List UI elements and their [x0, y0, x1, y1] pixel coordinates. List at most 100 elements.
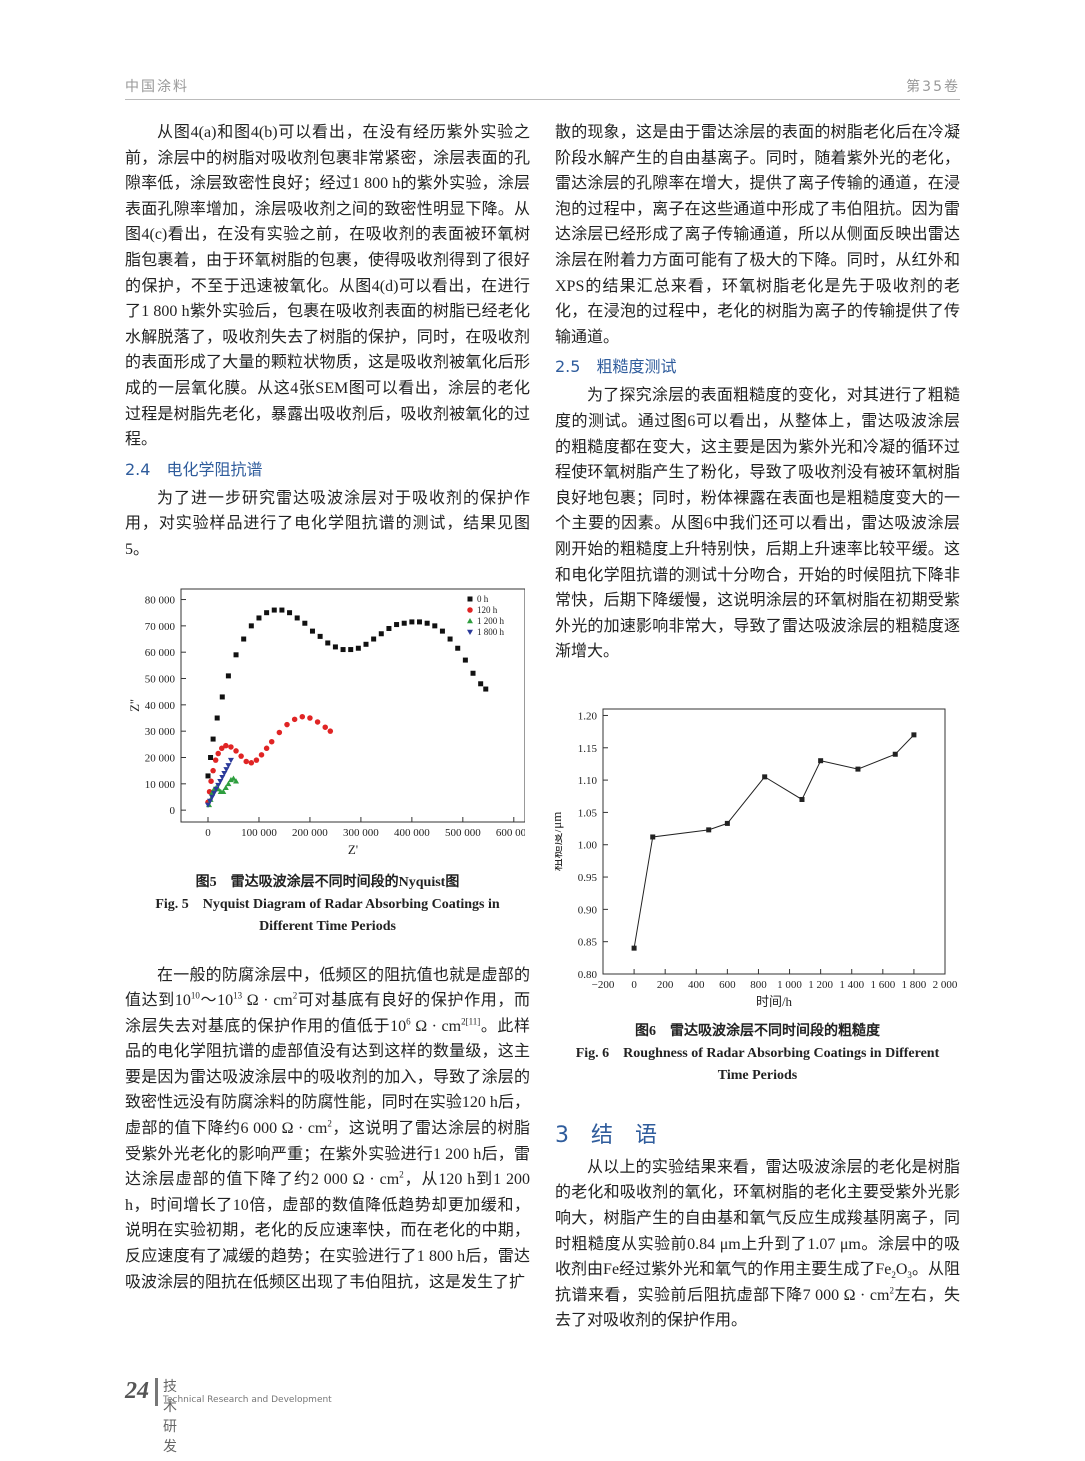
data-point	[215, 782, 222, 788]
y-tick-label: 10 000	[145, 778, 176, 790]
data-point	[799, 796, 805, 802]
data-point	[210, 736, 216, 742]
data-point	[317, 633, 323, 639]
x-tick-label: 400 000	[394, 827, 430, 839]
data-point	[348, 646, 354, 652]
x-tick-label: 300 000	[343, 827, 379, 839]
superscript: 2	[327, 1118, 332, 1129]
section-heading: 2.4 电化学阻抗谱	[125, 459, 263, 479]
chart: −200 0 200 400 600 800 1 000 1 200 1 400 1 600 1 8…	[555, 708, 958, 1009]
data-point	[215, 750, 221, 756]
data-point	[455, 645, 461, 651]
y-tick-label: 30 000	[145, 726, 176, 738]
x-tick-label: 500 000	[445, 827, 481, 839]
paragraph: 从图4(a)和图4(b)可以看出，在没有经历紫外实验之前，涂层中的树脂对吸收剂包…	[125, 120, 530, 453]
data-point	[268, 738, 275, 744]
x-tick-label: 1 400	[839, 979, 864, 991]
data-point	[470, 670, 476, 676]
data-point	[205, 802, 212, 808]
text-run: 从图4(a)和图4(b)可以看出，在没有经历紫外实验之前，涂层中的树脂对吸收剂包…	[125, 124, 530, 449]
data-point	[211, 790, 218, 796]
paragraph: 在一般的防腐涂层中，低频区的阻抗值也就是虚部的值达到1010～1013 Ω · …	[125, 963, 530, 1296]
y-tick-label: 70 000	[145, 620, 176, 632]
data-point	[263, 745, 270, 751]
x-tick-label: 200 000	[292, 827, 328, 839]
subscript: 3	[907, 1270, 912, 1281]
subscript: 2	[891, 1270, 896, 1281]
text-run: Ω · cm	[242, 992, 293, 1010]
superscript: 10	[190, 990, 200, 1001]
data-point	[222, 784, 229, 790]
data-point	[205, 772, 211, 778]
data-point	[325, 639, 331, 645]
data-point	[207, 798, 214, 804]
data-point	[818, 758, 824, 764]
data-point	[219, 745, 225, 751]
x-tick-label: 0	[631, 979, 637, 991]
legend-marker	[467, 629, 473, 635]
data-point	[248, 759, 255, 766]
x-tick-label: 400	[688, 979, 705, 991]
data-point	[233, 777, 240, 783]
data-point	[220, 788, 227, 794]
data-point	[424, 620, 430, 626]
caption-en: Fig. 6 Roughness of Radar Absorbing Coat…	[575, 1045, 940, 1083]
x-tick-label: 1 600	[870, 979, 895, 991]
text-run: 为了探究涂层的表面粗糙度的变化，对其进行了粗糙度的测试。通过图6可以看出，从整体…	[555, 387, 960, 661]
data-point	[706, 827, 712, 833]
data-point	[225, 780, 232, 786]
x-tick-label: 600 000	[496, 827, 525, 839]
data-point	[355, 645, 361, 651]
figure: −200 0 200 400 600 800 1 000 1 200 1 400 1 600 1 8…	[555, 699, 960, 1087]
superscript: 6	[406, 1016, 411, 1027]
paragraph: 为了探究涂层的表面粗糙度的变化，对其进行了粗糙度的测试。通过图6可以看出，从整体…	[555, 383, 960, 665]
x-tick-label: 0	[205, 827, 211, 839]
data-point	[227, 776, 234, 782]
data-point	[327, 727, 334, 734]
figure: 0 100 000 200 000 300 000 400 000 500 000 600 …	[125, 585, 530, 938]
data-point	[213, 786, 220, 792]
data-point	[432, 622, 438, 628]
data-point	[417, 618, 423, 624]
text-run: 从以上的实验结果来看，雷达吸波涂层的老化是树脂的老化和吸收剂的氧化，环氧树脂的老…	[555, 1158, 960, 1279]
data-point	[762, 774, 768, 780]
data-point	[233, 651, 239, 657]
paragraph: 散的现象，这是由于雷达涂层的表面的树脂老化后在冷凝阶段水解产生的自由基离子。同时…	[555, 120, 960, 350]
data-point	[258, 751, 265, 758]
data-point	[332, 643, 338, 649]
data-point	[284, 721, 290, 727]
x-tick-label: 100 000	[241, 827, 277, 839]
data-point	[223, 766, 230, 772]
data-point	[314, 718, 321, 725]
data-point	[212, 756, 219, 763]
data-point	[208, 754, 214, 760]
data-point	[307, 714, 313, 721]
section-en: Technical Research and Development	[163, 1395, 332, 1405]
x-axis-label: Z'	[348, 842, 358, 857]
data-point	[221, 770, 228, 776]
left-column: 从图4(a)和图4(b)可以看出，在没有经历紫外实验之前，涂层中的树脂对吸收剂包…	[125, 120, 530, 1295]
text-run: ，从120 h到1 200 h，时间增长了10倍，虚部的数值降低趋势却更加缓和，…	[125, 1171, 530, 1291]
data-point	[478, 680, 484, 686]
caption-cn: 图6 雷达吸波涂层不同时间段的粗糙度	[635, 1023, 880, 1039]
data-point	[248, 622, 254, 628]
volume: 第35卷	[906, 79, 960, 95]
data-point	[631, 945, 637, 951]
legend-marker	[467, 617, 473, 623]
data-point	[299, 713, 306, 719]
data-point	[287, 609, 293, 615]
data-point	[340, 646, 346, 652]
y-tick-label: 60 000	[145, 647, 176, 659]
data-point	[208, 777, 214, 784]
plot-frame	[602, 708, 946, 975]
text-run: Ω · cm	[410, 1017, 462, 1035]
legend-label: 1 800 h	[477, 627, 505, 637]
data-point	[209, 794, 216, 800]
y-tick-label: 50 000	[145, 673, 176, 685]
caption-en: Fig. 5 Nyquist Diagram of Radar Absorbin…	[155, 896, 500, 934]
text-run: O	[895, 1261, 908, 1279]
data-point	[217, 778, 224, 784]
x-tick-label: 600	[719, 979, 736, 991]
data-point	[276, 729, 283, 735]
